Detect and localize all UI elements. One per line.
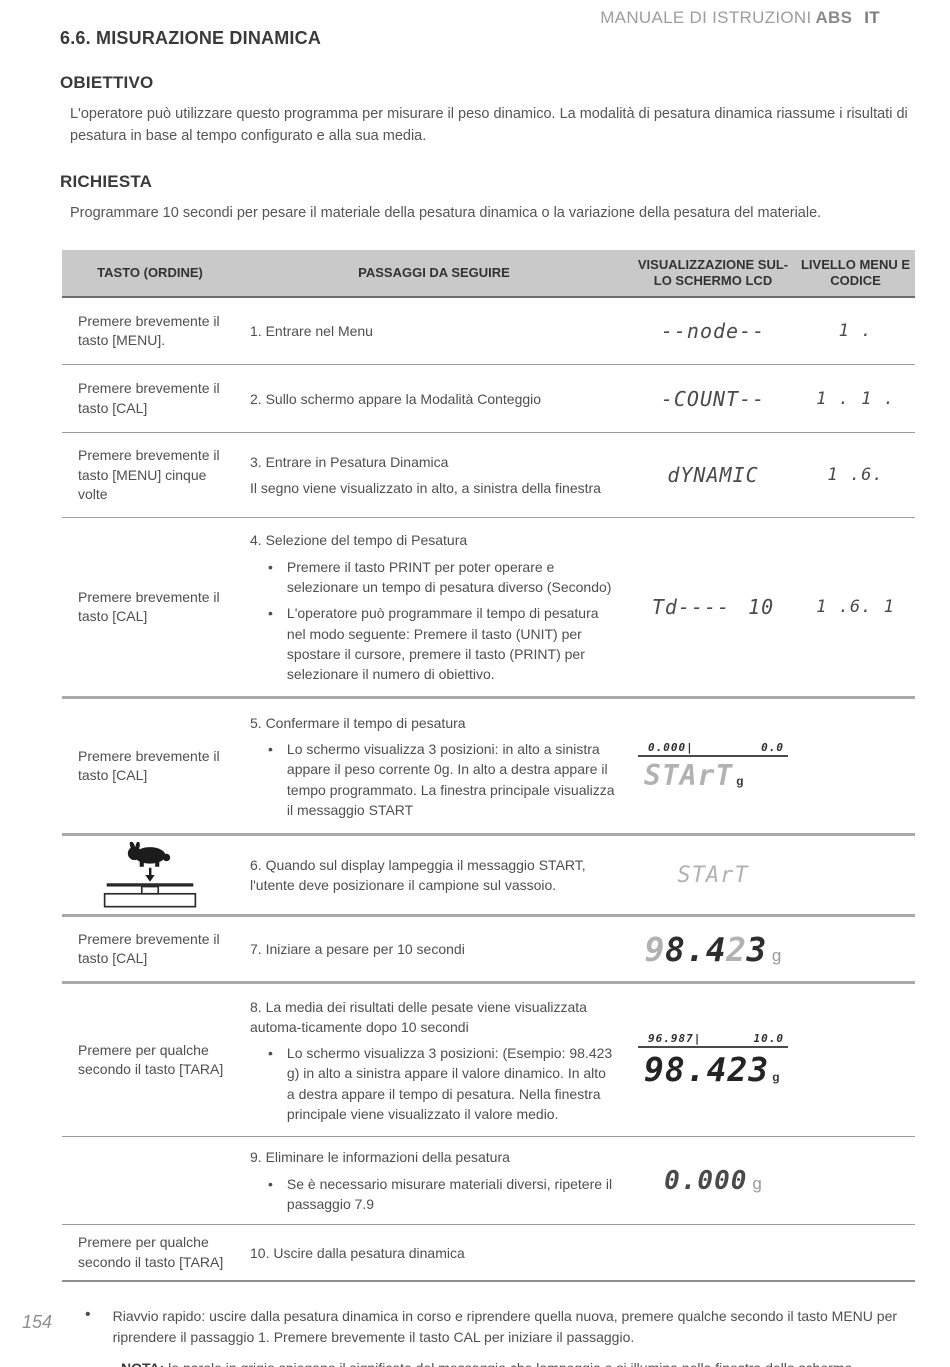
menu-code: 1 . 1 . xyxy=(816,388,895,409)
key-cell: Premere brevemente il tasto [MENU]. xyxy=(78,312,220,349)
table-row: Premere brevemente il tasto [MENU] cinqu… xyxy=(62,433,915,519)
steps-table: TASTO (ORDINE) PASSAGGI DA SEGUIRE VISUA… xyxy=(62,250,915,1283)
heading-obiettivo: OBIETTIVO xyxy=(60,73,154,92)
table-row: Premere per qualche secondo il tasto [TA… xyxy=(62,1225,915,1280)
menu-code: 1 .6. xyxy=(827,465,884,486)
table-row: Premere brevemente il tasto [MENU]. 1. E… xyxy=(62,298,915,366)
nota-line: NOTA: le parole in grigio spiegano il si… xyxy=(121,1358,930,1367)
lcd-main-value: 98.423 xyxy=(644,1049,770,1089)
sample-placement-illustration xyxy=(62,836,238,914)
key-cell: Premere brevemente il tasto [CAL] xyxy=(78,588,220,625)
step-line1: 9. Eliminare le informazioni della pesat… xyxy=(250,1149,510,1166)
document-title: MANUALE DI ISTRUZIONI ABS IT xyxy=(600,8,880,28)
key-cell: Premere per qualche secondo il tasto [TA… xyxy=(78,1234,224,1270)
brand-name: ABS xyxy=(815,8,853,27)
table-row: Premere per qualche secondo il tasto [TA… xyxy=(62,984,915,1138)
lcd-top-right-value: 0.0 xyxy=(761,740,784,754)
step-cell: 9. Eliminare le informazioni della pesat… xyxy=(238,1137,630,1224)
col-header-passaggi: PASSAGGI DA SEGUIRE xyxy=(358,264,510,280)
lcd-display-text: STArT xyxy=(677,862,749,888)
lcd-display-text: --node-- xyxy=(660,319,766,344)
step-cell: 7. Iniziare a pesare per 10 secondi xyxy=(250,941,465,958)
menu-code: 1 . xyxy=(838,321,873,342)
lcd-display-value: 10 xyxy=(748,595,775,620)
step-cell: 1. Entrare nel Menu xyxy=(250,323,373,340)
footer-notes: Riavvio rapido: uscire dalla pesatura di… xyxy=(85,1306,930,1367)
key-cell xyxy=(62,1173,238,1189)
key-cell: Premere brevemente il tasto [CAL] xyxy=(78,380,220,416)
step-cell: 10. Uscire dalla pesatura dinamica xyxy=(250,1244,465,1261)
step-line1: 4. Selezione del tempo di Pesatura xyxy=(250,532,468,549)
lcd-unit: g xyxy=(752,1173,762,1193)
step-line1: 5. Confermare il tempo di pesatura xyxy=(250,714,466,731)
key-cell: Premere brevemente il tasto [CAL] xyxy=(78,930,220,967)
lcd-top-left-value: 0.000| xyxy=(648,740,694,754)
step-cell: 2. Sullo schermo appare la Modalità Cont… xyxy=(250,390,542,407)
step-cell: 5. Confermare il tempo di pesatura Lo sc… xyxy=(238,703,630,830)
language-code: IT xyxy=(864,8,880,27)
section-title: 6.6. MISURAZIONE DINAMICA xyxy=(60,28,322,48)
key-cell: Premere brevemente il tasto [CAL] xyxy=(78,747,220,784)
page-number: 154 xyxy=(22,1312,53,1332)
lcd-main-message: STArT xyxy=(644,758,734,792)
lcd-flickering-weight: 98.423 xyxy=(644,929,767,969)
table-row: Premere brevemente il tasto [CAL] 2. Sul… xyxy=(62,365,915,434)
lcd-unit: g xyxy=(736,773,744,788)
step-cell: 4. Selezione del tempo di Pesatura Preme… xyxy=(238,520,630,694)
lcd-top-right-value: 10.0 xyxy=(753,1031,784,1045)
step-bullet: Se è necessario misurare materiali diver… xyxy=(268,1174,616,1215)
lcd-display-text: -COUNT-- xyxy=(660,386,766,411)
step-bullet: Lo schermo visualizza 3 posizioni: in al… xyxy=(268,739,616,820)
obiettivo-paragraph: L'operatore può utilizzare questo progra… xyxy=(70,106,908,145)
col-header-lcd: VISUALIZZAZIONE SUL- LO SCHERMO LCD xyxy=(637,256,789,289)
step-cell: 8. La media dei risultati delle pesate v… xyxy=(238,987,630,1135)
col-header-livello: LIVELLO MENU E CODICE xyxy=(800,256,911,289)
richiesta-paragraph: Programmare 10 secondi per pesare il mat… xyxy=(70,204,822,221)
manual-title-text: MANUALE DI ISTRUZIONI xyxy=(600,8,812,27)
lcd-unit: g xyxy=(772,1069,780,1084)
heading-richiesta: RICHIESTA xyxy=(60,171,153,191)
step-bullet: Premere il tasto PRINT per poter operare… xyxy=(268,557,616,598)
step-bullet: Lo schermo visualizza 3 posizioni: (Esem… xyxy=(268,1043,616,1124)
nota-label: NOTA: xyxy=(121,1360,164,1367)
lcd-screen-mockup: 96.987| 10.0 98.423 g xyxy=(638,1032,788,1089)
key-cell: Premere per qualche secondo il tasto [TA… xyxy=(78,1041,224,1078)
step-line1: 3. Entrare in Pesatura Dinamica xyxy=(250,454,449,471)
step-bullet: L'operatore può programmare il tempo di … xyxy=(268,603,616,684)
nota-text: le parole in grigio spiegano il signific… xyxy=(164,1360,856,1367)
lcd-screen-mockup: 0.000| 0.0 STArT g xyxy=(638,741,788,792)
lcd-display-text: Td---- xyxy=(651,595,731,620)
step-cell: 3. Entrare in Pesatura Dinamica Il segno… xyxy=(238,442,630,509)
rabbit-on-pan-icon xyxy=(103,842,197,908)
step-line1: 8. La media dei risultati delle pesate v… xyxy=(250,998,587,1035)
lcd-top-left-value: 96.987| xyxy=(648,1031,702,1045)
table-row: 9. Eliminare le informazioni della pesat… xyxy=(62,1137,915,1226)
lcd-display-text: dYNAMIC xyxy=(667,463,759,488)
footer-bullet: Riavvio rapido: uscire dalla pesatura di… xyxy=(85,1306,930,1348)
table-row: 6. Quando sul display lampeggia il messa… xyxy=(62,836,915,918)
table-row: Premere brevemente il tasto [CAL] 4. Sel… xyxy=(62,518,915,700)
col-header-tasto: TASTO (ORDINE) xyxy=(97,264,203,280)
key-cell: Premere brevemente il tasto [MENU] cinqu… xyxy=(78,447,220,503)
table-row: Premere brevemente il tasto [CAL] 7. Ini… xyxy=(62,917,915,985)
step-line2: Il segno viene visualizzato in alto, a s… xyxy=(250,480,601,497)
lcd-display-value: 0.000 xyxy=(664,1165,748,1196)
step-cell: 6. Quando sul display lampeggia il messa… xyxy=(250,857,586,894)
menu-code: 1 .6. 1 xyxy=(816,597,895,618)
table-row: Premere brevemente il tasto [CAL] 5. Con… xyxy=(62,699,915,837)
table-header-row: TASTO (ORDINE) PASSAGGI DA SEGUIRE VISUA… xyxy=(62,250,915,299)
lcd-unit: g xyxy=(771,945,782,965)
